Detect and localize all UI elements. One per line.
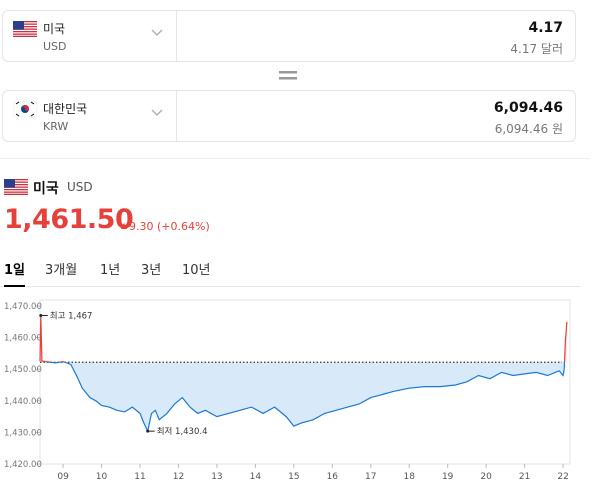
period-tab[interactable]: 1일 (4, 259, 26, 287)
x-tick-label: 21 (519, 472, 530, 482)
kr-flag (13, 101, 37, 117)
y-tick-label: 1,430.00 (4, 428, 42, 438)
quote-currency: USD (67, 180, 93, 194)
period-tab[interactable]: 3개월 (45, 263, 78, 278)
x-tick-label: 10 (96, 472, 108, 482)
price-line (39, 315, 568, 433)
amount[interactable]: 6,094.46 (493, 100, 563, 116)
price-change: 9.30 (+0.64%) (121, 220, 210, 233)
currency-code: KRW (43, 120, 69, 133)
period-tab[interactable]: 3년 (141, 263, 162, 278)
y-tick-label: 1,460.00 (4, 334, 42, 344)
y-tick-label: 1,470.00 (4, 302, 42, 312)
y-tick-label: 1,440.00 (4, 397, 42, 407)
plot-frame (39, 299, 571, 465)
x-tick-label: 19 (442, 472, 454, 482)
amount-label: 6,094.46 원 (494, 122, 563, 136)
us-flag (4, 179, 28, 195)
annotation-label: 최고 1,467 (50, 310, 93, 321)
converter-row[interactable]: 미국 USD 4.17 4.17 달러 (2, 10, 576, 62)
chart: 1,420.00 1,430.00 1,440.00 1,450.00 1,460.00… (4, 299, 571, 482)
chevron (151, 109, 163, 116)
amount-label: 4.17 달러 (510, 42, 563, 56)
annotation-label: 최저 1,430.4 (157, 426, 208, 437)
period-tab[interactable]: 1년 (100, 263, 121, 278)
x-tick-label: 14 (250, 472, 262, 482)
currency-select[interactable]: 대한민국 KRW (3, 91, 177, 141)
y-tick-label: 1,450.00 (4, 365, 42, 375)
currency-code: USD (43, 40, 67, 53)
x-tick-label: 16 (327, 472, 339, 482)
divider (0, 158, 590, 159)
us-flag (13, 21, 37, 37)
x-tick-label: 22 (557, 472, 568, 482)
period-tab[interactable]: 10년 (182, 263, 211, 278)
equals-icon (279, 71, 297, 80)
x-tick-label: 17 (365, 472, 376, 482)
x-tick-label: 13 (211, 472, 222, 482)
x-tick-label: 11 (134, 472, 145, 482)
currency-select[interactable]: 미국 USD (3, 11, 177, 61)
converter-row[interactable]: 대한민국 KRW 6,094.46 6,094.46 원 (2, 90, 576, 142)
amount[interactable]: 4.17 (528, 20, 563, 36)
x-tick-label: 12 (173, 472, 184, 482)
y-tick-label: 1,420.00 (4, 460, 42, 470)
x-tick-label: 15 (288, 472, 299, 482)
area (40, 315, 567, 432)
period-tabs: 1일 3개월 1년 3년 10년 (0, 256, 580, 287)
x-tick-label: 20 (480, 472, 492, 482)
country: 미국 (43, 22, 66, 36)
x-tick-label: 18 (404, 472, 416, 482)
x-tick-label: 09 (57, 472, 69, 482)
quote-country: 미국 (33, 181, 59, 197)
price: 1,461.50 (4, 204, 134, 235)
country: 대한민국 (43, 102, 88, 116)
chevron (151, 29, 163, 36)
